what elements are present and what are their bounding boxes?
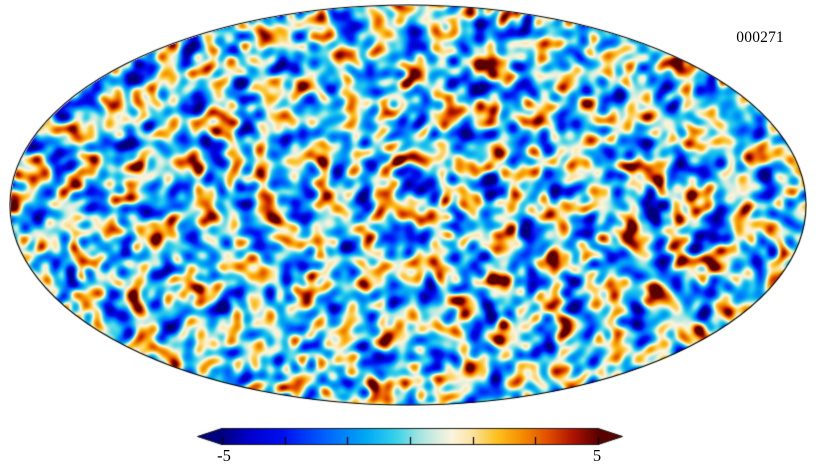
colorbar-min-label: -5 (217, 446, 231, 465)
colorbar: -5 5 (196, 423, 624, 471)
colorbar-gradient (196, 423, 624, 447)
corner-label: 000271 (736, 29, 784, 46)
mollweide-sky-map (9, 4, 807, 406)
sky-map-panel (9, 4, 807, 406)
colorbar-max-label: 5 (592, 446, 602, 465)
